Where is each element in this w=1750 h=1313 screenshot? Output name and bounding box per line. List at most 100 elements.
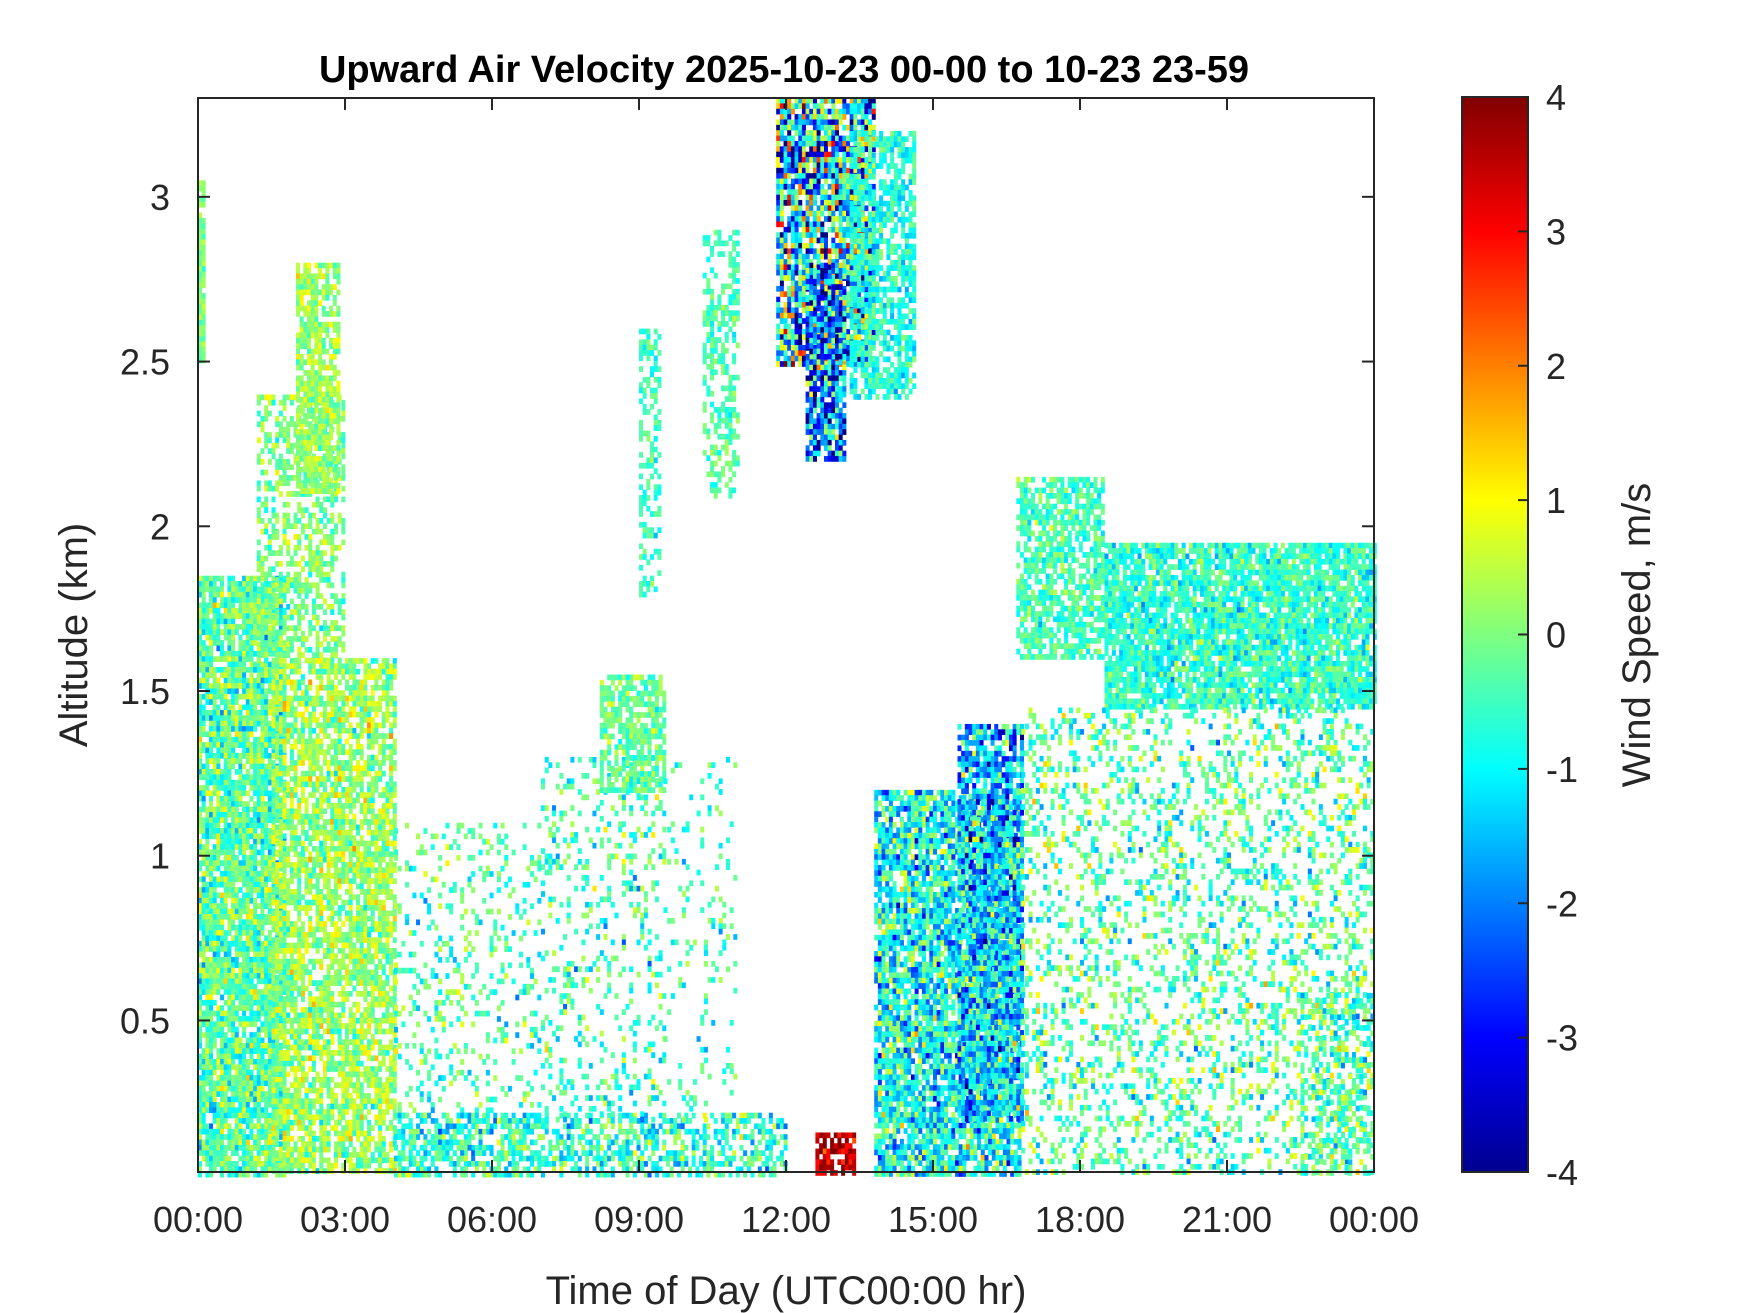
heatmap-cell bbox=[348, 1125, 353, 1131]
heatmap-cell bbox=[370, 851, 375, 858]
heatmap-cell bbox=[227, 666, 232, 673]
heatmap-cell bbox=[227, 838, 232, 845]
heatmap-cell bbox=[363, 1071, 368, 1078]
heatmap-cell bbox=[297, 835, 302, 841]
heatmap-cell bbox=[216, 736, 221, 743]
heatmap-cell bbox=[289, 1119, 294, 1126]
heatmap-cell bbox=[216, 677, 221, 684]
heatmap-cell bbox=[271, 781, 276, 788]
heatmap-cell bbox=[356, 1001, 361, 1008]
heatmap-cell bbox=[198, 1139, 203, 1146]
heatmap-cell bbox=[271, 808, 276, 815]
heatmap-cell bbox=[245, 914, 250, 920]
heatmap-cell bbox=[363, 1152, 368, 1158]
heatmap-cell bbox=[348, 883, 353, 890]
heatmap-cell bbox=[267, 940, 272, 947]
heatmap-cell bbox=[319, 846, 324, 852]
heatmap-cell bbox=[363, 915, 368, 922]
heatmap-cell bbox=[260, 1085, 265, 1092]
heatmap-cell bbox=[198, 196, 203, 203]
heatmap-cell bbox=[198, 650, 203, 657]
heatmap-cell bbox=[275, 1069, 280, 1076]
heatmap-cell bbox=[367, 1050, 372, 1056]
heatmap-cell bbox=[337, 1044, 342, 1051]
heatmap-cell bbox=[249, 779, 254, 786]
heatmap-cell bbox=[311, 1050, 316, 1056]
heatmap-cell bbox=[231, 602, 236, 609]
heatmap-cell bbox=[271, 1130, 276, 1137]
heatmap-cell bbox=[223, 699, 228, 705]
heatmap-cell bbox=[227, 908, 232, 915]
heatmap-cell bbox=[212, 881, 217, 888]
heatmap-cell bbox=[289, 1152, 294, 1158]
heatmap-cell bbox=[264, 1010, 269, 1017]
heatmap-cell bbox=[242, 967, 247, 974]
heatmap-cell bbox=[227, 983, 232, 990]
heatmap-cell bbox=[223, 731, 228, 738]
heatmap-cell bbox=[264, 881, 269, 888]
heatmap-cell bbox=[370, 1017, 375, 1024]
heatmap-cell bbox=[260, 555, 265, 562]
heatmap-cell bbox=[348, 840, 353, 847]
heatmap-cell bbox=[381, 1098, 386, 1105]
heatmap-cell bbox=[311, 786, 316, 793]
heatmap-cell bbox=[330, 813, 335, 820]
heatmap-cell bbox=[201, 742, 206, 748]
heatmap-cell bbox=[278, 765, 283, 772]
heatmap-cell bbox=[216, 618, 221, 625]
heatmap-cell bbox=[198, 903, 203, 909]
heatmap-cell bbox=[256, 630, 261, 637]
heatmap-cell bbox=[322, 1001, 327, 1008]
heatmap-cell bbox=[271, 591, 276, 598]
heatmap-cell bbox=[322, 717, 327, 723]
heatmap-cell bbox=[286, 1093, 291, 1099]
heatmap-cell bbox=[300, 792, 305, 799]
heatmap-cell bbox=[242, 989, 247, 995]
heatmap-cell bbox=[367, 792, 372, 799]
heatmap-cell bbox=[216, 951, 221, 958]
heatmap-cell bbox=[286, 1087, 291, 1094]
heatmap-cell bbox=[389, 792, 394, 799]
heatmap-cell bbox=[315, 776, 320, 782]
heatmap-cell bbox=[315, 658, 320, 664]
heatmap-cell bbox=[205, 693, 210, 700]
heatmap-cell bbox=[363, 840, 368, 847]
heatmap-cell bbox=[267, 844, 272, 850]
heatmap-cell bbox=[385, 1103, 390, 1110]
heatmap-cell bbox=[326, 1103, 331, 1110]
heatmap-cell bbox=[337, 948, 342, 954]
heatmap-cell bbox=[205, 1026, 210, 1033]
heatmap-cell bbox=[345, 1050, 350, 1056]
heatmap-cell bbox=[264, 1042, 269, 1049]
heatmap-cell bbox=[267, 736, 272, 743]
heatmap-cell bbox=[359, 658, 364, 664]
heatmap-cell bbox=[245, 811, 250, 818]
heatmap-cell bbox=[245, 1042, 250, 1049]
heatmap-cell bbox=[216, 634, 221, 641]
heatmap-cell bbox=[223, 854, 228, 861]
heatmap-cell bbox=[326, 1023, 331, 1029]
heatmap-cell bbox=[275, 878, 280, 884]
heatmap-cell bbox=[249, 1037, 254, 1044]
heatmap-cell bbox=[282, 1080, 287, 1087]
heatmap-cell bbox=[223, 989, 228, 995]
heatmap-cell bbox=[231, 720, 236, 727]
heatmap-cell bbox=[242, 822, 247, 829]
heatmap-cell bbox=[319, 926, 324, 933]
heatmap-cell bbox=[227, 629, 232, 636]
heatmap-cell bbox=[348, 1039, 353, 1046]
heatmap-cell bbox=[352, 1071, 357, 1078]
heatmap-cell bbox=[278, 958, 283, 965]
heatmap-cell bbox=[359, 781, 364, 788]
heatmap-cell bbox=[389, 1103, 394, 1110]
heatmap-cell bbox=[231, 656, 236, 662]
heatmap-cell bbox=[289, 663, 294, 670]
heatmap-cell bbox=[337, 1152, 342, 1158]
heatmap-cell bbox=[271, 1017, 276, 1024]
heatmap-cell bbox=[297, 1028, 302, 1035]
heatmap-cell bbox=[220, 752, 225, 759]
heatmap-cell bbox=[356, 1103, 361, 1110]
heatmap-cell bbox=[275, 817, 280, 824]
heatmap-cell bbox=[392, 1162, 397, 1169]
heatmap-cell bbox=[385, 679, 390, 686]
